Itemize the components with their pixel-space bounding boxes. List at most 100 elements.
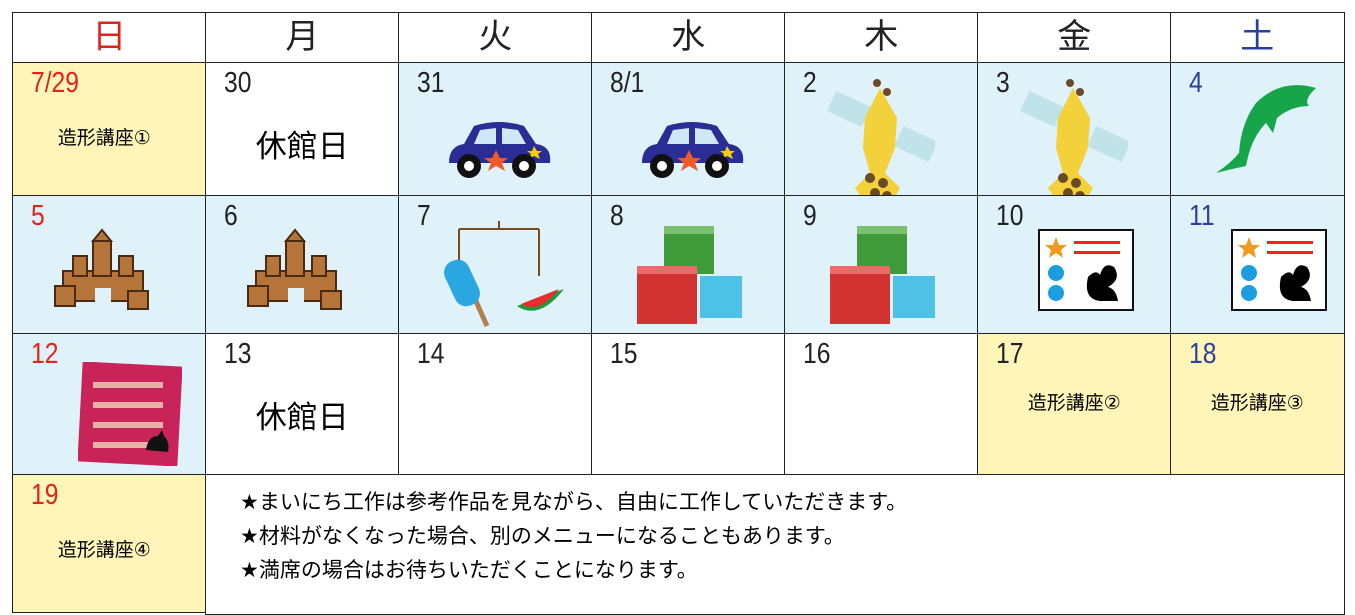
header-cell: 火 [398,12,593,64]
illustration-part [1048,88,1093,223]
illustration-part [464,161,474,171]
day-cell: 10 [977,195,1172,335]
date: 7 [417,200,431,232]
illustration-part [1241,265,1257,281]
illustration-part [827,91,871,127]
note-line: ★満席の場合はお待ちいただくことになります。 [240,558,698,582]
illustration [1018,78,1131,232]
day-cell: 6 [205,195,400,335]
illustration-part [855,88,900,223]
date: 17 [996,338,1024,370]
day-cell: 31 [398,62,593,197]
date: 18 [1189,338,1217,370]
date: 5 [31,200,45,232]
date: 11 [1189,200,1215,232]
illustration-part [449,122,551,178]
day-cell: 5 [12,195,207,335]
illustration-part [1216,85,1316,173]
illustration [825,221,945,335]
header-cell: 月 [205,12,400,64]
illustration-part [677,150,701,171]
illustration-part [93,382,163,448]
header-cell: 土 [1170,12,1345,64]
date: 19 [31,479,59,511]
note-line: ★材料がなくなった場合、別のメニューになることもあります。 [240,524,845,548]
date: 12 [31,338,59,370]
day-cell: 4 [1170,62,1345,197]
illustration-part [657,161,667,171]
day-name: 金 [1057,17,1092,57]
illustration-part [472,297,490,328]
day-cell: 8 [591,195,786,335]
date: 8 [610,200,624,232]
illustration-part [642,122,744,163]
illustration-part [93,442,163,448]
illustration-part [458,221,540,276]
day-cell: 11 [1170,195,1345,335]
illustration-part [1074,251,1120,254]
illustration-part [93,382,163,388]
notes-cell: ★まいにち工作は参考作品を見ながら、自由に工作していただきます。 ★材料がなくなっ… [205,474,1345,615]
illustration-part [1267,251,1313,254]
illustration-part [720,146,735,159]
illustration-part [865,173,875,183]
illustration-part [283,228,307,242]
illustration-part [712,161,722,171]
illustration [637,118,747,184]
illustration [439,221,569,335]
illustration-part [285,240,305,277]
illustration-part [1231,229,1327,311]
illustration-part [247,240,342,310]
day-cell: 7 [398,195,593,335]
illustration-part [857,226,907,234]
illustration [1038,229,1134,315]
illustration-part [265,255,281,277]
illustration-part [484,150,508,171]
illustration-part [444,259,480,307]
date: 13 [224,338,252,370]
illustration-part [878,178,888,188]
header-cell: 日 [12,12,207,64]
illustration-part [894,126,938,162]
date: 3 [996,67,1010,99]
illustration-part [247,228,342,310]
illustration-part [311,255,327,277]
date: 8/1 [610,67,645,99]
illustration-part [95,288,111,302]
day-cell: 15 [591,333,786,476]
header-cell: 木 [784,12,979,64]
illustration-part [519,161,529,171]
illustration-part [93,422,163,428]
illustration-part [1020,91,1064,127]
illustration-part [93,402,163,408]
illustration-part [830,266,890,324]
date: 15 [610,338,638,370]
illustration-part [893,276,935,318]
illustration-part [54,228,149,310]
day-cell: 13 休館日 [205,333,400,476]
illustration-part [1241,285,1257,301]
illustration-part [288,288,304,302]
illustration-part [1045,237,1067,258]
illustration [444,118,554,184]
illustration-part [444,221,564,328]
illustration-part [827,79,938,223]
illustration-part [146,430,169,452]
illustration-part [1216,85,1316,173]
illustration-part [1071,178,1081,188]
day-cell: 3 [977,62,1172,223]
cell-note: 休館日 [255,129,349,165]
day-cell: 30 休館日 [205,62,400,197]
illustration-part [830,266,890,274]
notes: ★まいにち工作は参考作品を見ながら、自由に工作していただきます。 ★材料がなくなっ… [240,485,907,587]
illustration-part [873,79,881,87]
illustration [77,361,183,470]
day-name: 土 [1240,17,1275,57]
day-cell: 16 [784,333,979,476]
date: 7/29 [31,67,79,99]
illustration [1231,229,1327,315]
note-line: ★まいにち工作は参考作品を見ながら、自由に工作していただきます。 [240,490,908,514]
illustration-part [830,226,935,324]
illustration-part [637,266,697,274]
